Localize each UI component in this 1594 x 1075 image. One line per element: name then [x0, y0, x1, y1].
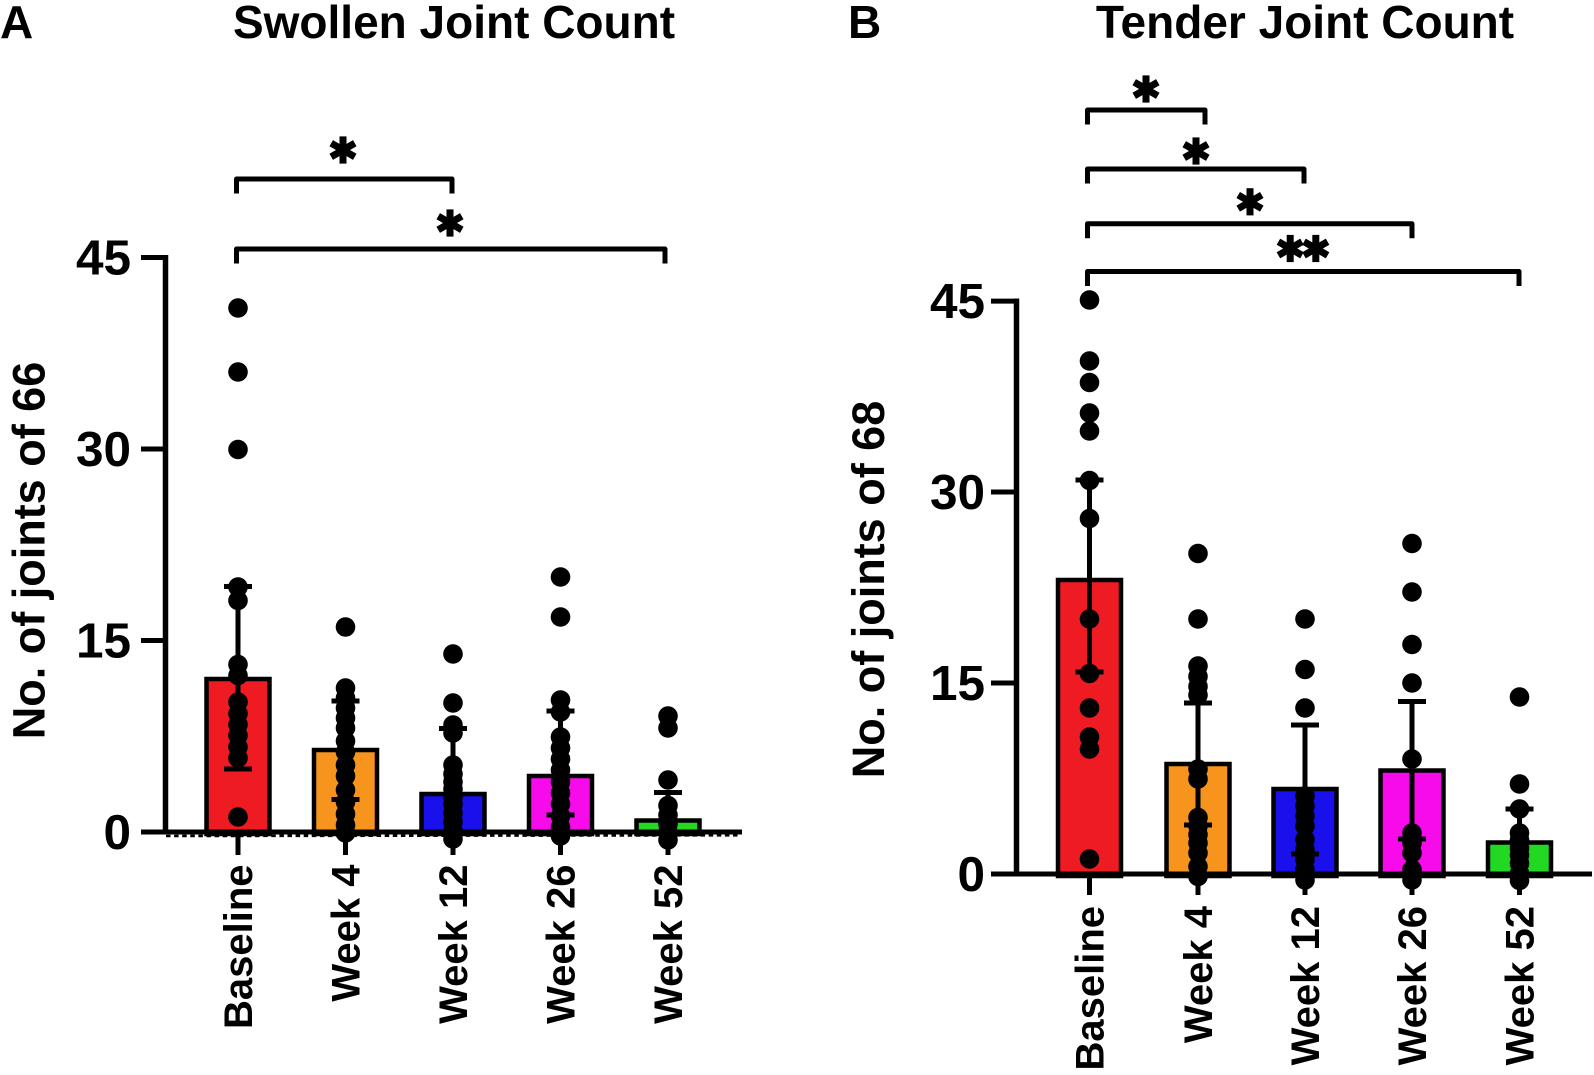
svg-text:0: 0 [103, 805, 131, 860]
svg-text:30: 30 [76, 422, 131, 477]
svg-text:Week 12: Week 12 [1284, 906, 1328, 1065]
svg-text:Week 4: Week 4 [325, 864, 369, 1002]
svg-text:Week 52: Week 52 [1499, 906, 1543, 1065]
svg-text:15: 15 [930, 656, 985, 711]
svg-text:Week 4: Week 4 [1177, 905, 1221, 1043]
svg-text:Baseline: Baseline [1069, 906, 1113, 1070]
svg-text:Tender Joint Count: Tender Joint Count [1096, 0, 1514, 48]
svg-text:A: A [0, 0, 33, 48]
svg-text:45: 45 [930, 274, 985, 329]
svg-text:Baseline: Baseline [217, 865, 261, 1030]
svg-text:30: 30 [930, 465, 985, 520]
svg-text:No. of joints of 66: No. of joints of 66 [4, 362, 55, 740]
svg-text:B: B [848, 0, 881, 48]
svg-text:Week 26: Week 26 [540, 865, 584, 1024]
svg-text:Week 26: Week 26 [1391, 906, 1435, 1065]
svg-text:Swollen Joint Count: Swollen Joint Count [233, 0, 675, 48]
svg-text:Week 12: Week 12 [432, 865, 476, 1024]
svg-text:45: 45 [76, 231, 131, 286]
svg-text:15: 15 [76, 614, 131, 669]
svg-text:No. of joints of 68: No. of joints of 68 [843, 401, 894, 779]
svg-text:Week 52: Week 52 [647, 865, 691, 1024]
svg-text:0: 0 [957, 847, 985, 902]
